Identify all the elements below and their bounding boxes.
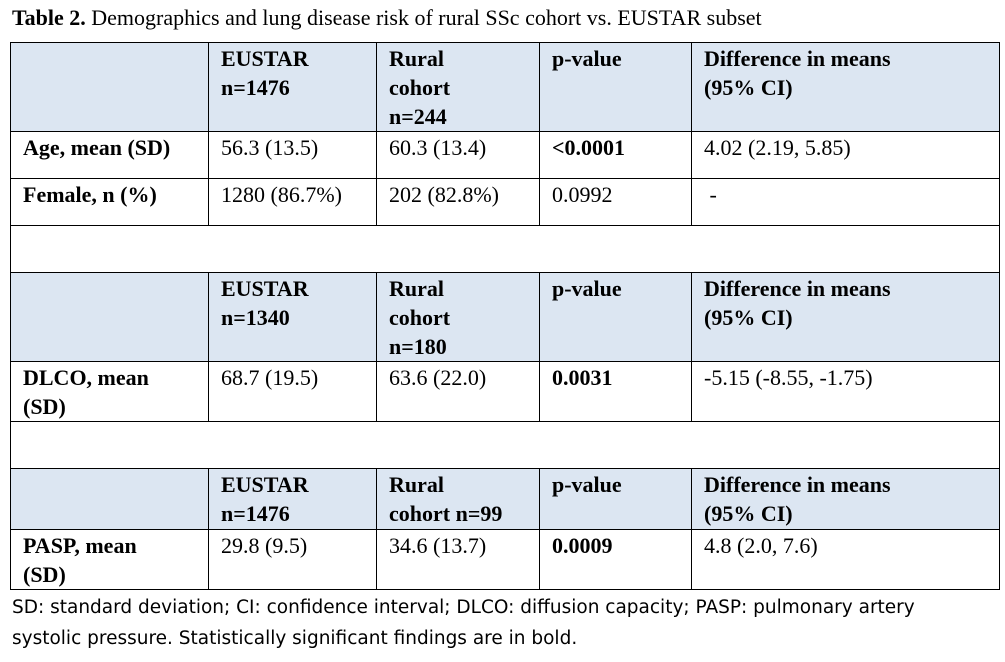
row-label-line2: (SD) xyxy=(23,562,66,587)
spacer-cell xyxy=(10,421,1000,469)
row-label: Female, n (%) xyxy=(10,178,209,226)
header-difference-line1: Difference in means xyxy=(704,472,891,497)
header-rural-line1: Rural xyxy=(389,46,444,71)
header-pvalue-text: p-value xyxy=(552,46,622,71)
section3-header-row: EUSTAR n=1476 Rural cohort n=99 p-value Di… xyxy=(10,468,1000,530)
header-rural-line1: Rural xyxy=(389,276,444,301)
header-eustar-line1: EUSTAR xyxy=(221,472,309,497)
demographics-table: EUSTAR n=1476 Rural cohort n=244 p-value Di… xyxy=(10,42,1000,590)
cell-eustar: 1280 (86.7%) xyxy=(208,178,377,226)
header-rural: Rural cohort n=244 xyxy=(376,42,540,132)
row-label: DLCO, mean (SD) xyxy=(10,361,209,422)
cell-difference: -5.15 (-8.55, -1.75) xyxy=(691,361,1000,422)
footnote-line1: SD: standard deviation; CI: confidence i… xyxy=(12,597,915,618)
header-rural-line2: cohort n=99 xyxy=(389,501,503,526)
header-eustar-line1: EUSTAR xyxy=(221,276,309,301)
header-difference-line1: Difference in means xyxy=(704,276,891,301)
header-empty-cell xyxy=(10,272,209,362)
header-eustar-line2: n=1340 xyxy=(221,305,290,330)
spacer-cell xyxy=(10,225,1000,273)
header-difference: Difference in means (95% CI) xyxy=(691,42,1000,132)
cell-eustar: 56.3 (13.5) xyxy=(208,131,377,179)
footnote-line2: systolic pressure. Statistically signifi… xyxy=(12,628,578,649)
header-difference-line2: (95% CI) xyxy=(704,75,793,100)
header-rural-line2: cohort xyxy=(389,305,451,330)
header-rural: Rural cohort n=99 xyxy=(376,468,540,530)
header-empty-cell xyxy=(10,42,209,132)
row-label: Age, mean (SD) xyxy=(10,131,209,179)
table-footnote: SD: standard deviation; CI: confidence i… xyxy=(12,592,997,654)
header-eustar: EUSTAR n=1476 xyxy=(208,468,377,530)
row-label-line1: PASP, mean xyxy=(23,533,137,558)
cell-rural: 60.3 (13.4) xyxy=(376,131,540,179)
table-caption-label: Table 2. xyxy=(12,5,86,30)
cell-pvalue: 0.0031 xyxy=(539,361,692,422)
section2-header-row: EUSTAR n=1340 Rural cohort n=180 p-value Di… xyxy=(10,272,1000,362)
header-eustar-line2: n=1476 xyxy=(221,75,290,100)
header-pvalue: p-value xyxy=(539,468,692,530)
cell-pvalue: 0.0009 xyxy=(539,529,692,590)
header-rural-line3: n=180 xyxy=(389,334,447,359)
table-row-age: Age, mean (SD) 56.3 (13.5) 60.3 (13.4) <… xyxy=(10,131,1000,179)
cell-difference: 4.02 (2.19, 5.85) xyxy=(691,131,1000,179)
table-row-dlco: DLCO, mean (SD) 68.7 (19.5) 63.6 (22.0) 0… xyxy=(10,361,1000,422)
table-row-female: Female, n (%) 1280 (86.7%) 202 (82.8%) 0… xyxy=(10,178,1000,226)
cell-rural: 63.6 (22.0) xyxy=(376,361,540,422)
header-rural-line2: cohort xyxy=(389,75,451,100)
header-empty-cell xyxy=(10,468,209,530)
header-rural-line3: n=244 xyxy=(389,104,447,129)
header-pvalue: p-value xyxy=(539,272,692,362)
cell-difference: - xyxy=(691,178,1000,226)
header-eustar: EUSTAR n=1476 xyxy=(208,42,377,132)
header-rural-line1: Rural xyxy=(389,472,444,497)
header-eustar-line1: EUSTAR xyxy=(221,46,309,71)
header-pvalue: p-value xyxy=(539,42,692,132)
cell-rural: 34.6 (13.7) xyxy=(376,529,540,590)
header-pvalue-text: p-value xyxy=(552,276,622,301)
header-difference-line2: (95% CI) xyxy=(704,305,793,330)
header-difference-line1: Difference in means xyxy=(704,46,891,71)
section1-header-row: EUSTAR n=1476 Rural cohort n=244 p-value Di… xyxy=(10,42,1000,132)
cell-rural: 202 (82.8%) xyxy=(376,178,540,226)
row-label: PASP, mean (SD) xyxy=(10,529,209,590)
row-label-line1: DLCO, mean xyxy=(23,365,149,390)
cell-pvalue: <0.0001 xyxy=(539,131,692,179)
cell-pvalue: 0.0992 xyxy=(539,178,692,226)
spacer-row xyxy=(10,421,1000,469)
cell-difference: 4.8 (2.0, 7.6) xyxy=(691,529,1000,590)
cell-eustar: 68.7 (19.5) xyxy=(208,361,377,422)
header-difference: Difference in means (95% CI) xyxy=(691,468,1000,530)
table-caption-text: Demographics and lung disease risk of ru… xyxy=(85,5,762,30)
header-difference-line2: (95% CI) xyxy=(704,501,793,526)
row-label-line2: (SD) xyxy=(23,394,66,419)
spacer-row xyxy=(10,225,1000,273)
header-difference: Difference in means (95% CI) xyxy=(691,272,1000,362)
table-row-pasp: PASP, mean (SD) 29.8 (9.5) 34.6 (13.7) 0.… xyxy=(10,529,1000,590)
header-pvalue-text: p-value xyxy=(552,472,622,497)
header-eustar: EUSTAR n=1340 xyxy=(208,272,377,362)
table-caption: Table 2. Demographics and lung disease r… xyxy=(12,5,762,31)
header-rural: Rural cohort n=180 xyxy=(376,272,540,362)
header-eustar-line2: n=1476 xyxy=(221,501,290,526)
cell-eustar: 29.8 (9.5) xyxy=(208,529,377,590)
